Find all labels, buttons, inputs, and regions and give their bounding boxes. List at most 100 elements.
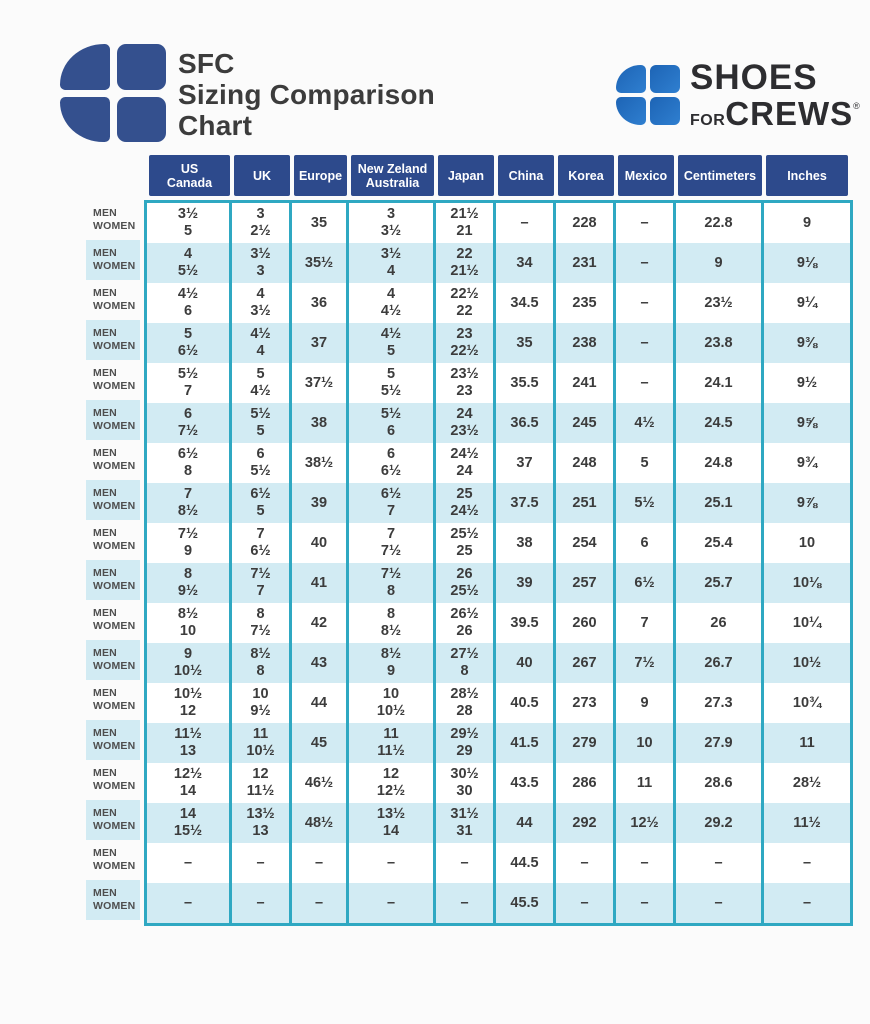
cell-new-zealand-australia: 12 12½: [349, 763, 436, 803]
cell-value: 8½: [250, 646, 271, 662]
row-label: MEN WOMEN: [86, 280, 140, 320]
cell-value: 27½: [450, 646, 479, 662]
cell-value: 10⅛: [792, 574, 822, 591]
cell-value: –: [640, 294, 649, 311]
cell-value: 10: [252, 686, 269, 702]
cell-value: 46½: [304, 774, 334, 791]
cell-value: 45: [310, 734, 328, 751]
cell-value: 37½: [304, 374, 334, 391]
cell-korea: 286: [556, 763, 616, 803]
cell-value: 23½: [450, 366, 479, 382]
cell-value: 7½: [380, 566, 402, 582]
cell-value: 6: [183, 406, 193, 422]
cell-value: –: [640, 854, 649, 871]
cell-europe: 36: [292, 283, 349, 323]
cell-china: 39: [496, 563, 556, 603]
cell-japan: –: [436, 883, 496, 923]
cell-value: 38½: [304, 454, 334, 471]
cell-inches: 9⅝: [764, 403, 850, 443]
cell-inches: 10⅛: [764, 563, 850, 603]
cell-value: –: [256, 894, 265, 911]
cell-value: 38: [310, 414, 328, 431]
cell-value: 9: [183, 543, 193, 559]
table-row: 5½ 7 5 4½ 37½ 5 5½ 23½ 23 35.5 241–24.1 9½: [147, 363, 850, 403]
cell-value: 12½: [630, 814, 659, 831]
cell-japan: 30½ 30: [436, 763, 496, 803]
cell-value: 27.3: [704, 694, 733, 711]
cell-value: 25.1: [704, 494, 733, 511]
cell-europe: 37: [292, 323, 349, 363]
table-row: 11½ 13 11 10½ 45 11 11½ 29½ 29 41.5 279 10 27.9 11: [147, 723, 850, 763]
cell-china: 40: [496, 643, 556, 683]
cell-value: 23½: [704, 294, 733, 311]
table-row: 6½ 8 6 5½ 38½ 6 6½ 24½ 24 37 248 5 24.8 9¾: [147, 443, 850, 483]
table-row: 6 7½ 5½ 5 38 5½ 6 24 23½ 36.5 245 4½ 24.5 9⅝: [147, 403, 850, 443]
cell-value: 279: [572, 734, 597, 751]
cell-europe: 37½: [292, 363, 349, 403]
shoes-for-crews-logo: SHOES FOR CREWS ®: [616, 60, 860, 130]
column-header-line: Europe: [298, 168, 343, 183]
table-row: 3½ 5 3 2½ 35 3 3½ 21½ 21–228–22.8 9: [147, 203, 850, 243]
cell-value: 8: [256, 606, 265, 622]
cell-value: 11: [636, 774, 653, 791]
cell-value: 5½: [634, 494, 655, 511]
row-label-line: MEN: [93, 607, 117, 619]
row-label: MEN WOMEN: [86, 560, 140, 600]
column-header-us-canada: US Canada: [147, 155, 232, 196]
brand-crews-text: CREWS: [725, 95, 854, 132]
table-row: 14 15½ 13½ 13 48½ 13½ 14 31½ 31 44 292 12½ 29.2 11½: [147, 803, 850, 843]
cell-mexico: 5: [616, 443, 676, 483]
cell-value: 245: [572, 414, 597, 431]
row-label-line: WOMEN: [93, 340, 136, 352]
cell-value: –: [802, 894, 812, 911]
cell-value: 24½: [450, 503, 479, 519]
cell-korea: 241: [556, 363, 616, 403]
row-label: MEN WOMEN: [86, 600, 140, 640]
sfc-logo-quadrant: [60, 44, 110, 90]
cell-us-canada: 8½ 10: [147, 603, 232, 643]
cell-value: 28½: [450, 686, 479, 702]
cell-japan: –: [436, 843, 496, 883]
column-header-label: US Canada: [149, 155, 230, 196]
cell-europe: 38½: [292, 443, 349, 483]
row-label-line: MEN: [93, 447, 117, 459]
cell-value: 37: [310, 334, 328, 351]
cell-uk: 11 10½: [232, 723, 292, 763]
column-header-korea: Korea: [556, 155, 616, 196]
cell-value: 4: [386, 286, 396, 302]
row-label-line: MEN: [93, 687, 117, 699]
row-label-line: WOMEN: [93, 460, 136, 472]
row-label-line: WOMEN: [93, 500, 136, 512]
cell-value: 6½: [250, 543, 271, 559]
cell-value: 25: [456, 486, 473, 502]
cell-mexico: –: [616, 363, 676, 403]
cell-value: 4½: [177, 286, 199, 302]
column-header-label: Inches: [766, 155, 848, 196]
cell-value: 42: [310, 614, 328, 631]
column-header-label: Centimeters: [678, 155, 762, 196]
row-label: MEN WOMEN: [86, 520, 140, 560]
cell-value: –: [580, 854, 589, 871]
cell-value: 22.8: [704, 214, 733, 231]
column-header-label: Mexico: [618, 155, 674, 196]
cell-value: 5: [183, 326, 193, 342]
cell-value: 15½: [173, 823, 203, 839]
cell-uk: 8 7½: [232, 603, 292, 643]
row-label-line: WOMEN: [93, 420, 136, 432]
cell-centimeters: 24.1: [676, 363, 764, 403]
cell-china: 36.5: [496, 403, 556, 443]
cell-value: 10: [636, 734, 653, 751]
row-label-line: WOMEN: [93, 820, 136, 832]
cell-value: –: [714, 894, 723, 911]
table-row: 7½ 9 7 6½ 40 7 7½ 25½ 25 38 254 6 25.4 10: [147, 523, 850, 563]
cell-new-zealand-australia: 3 3½: [349, 203, 436, 243]
cell-value: 7½: [177, 423, 199, 439]
table-row: 8½ 10 8 7½ 42 8 8½ 26½ 26 39.5 260 7 26 10¼: [147, 603, 850, 643]
column-header-line: New Zeland: [357, 161, 428, 176]
cell-mexico: –: [616, 283, 676, 323]
cell-europe: –: [292, 883, 349, 923]
cell-value: 235: [572, 294, 597, 311]
cell-new-zealand-australia: 10 10½: [349, 683, 436, 723]
cell-centimeters: 26: [676, 603, 764, 643]
cell-uk: 8½ 8: [232, 643, 292, 683]
